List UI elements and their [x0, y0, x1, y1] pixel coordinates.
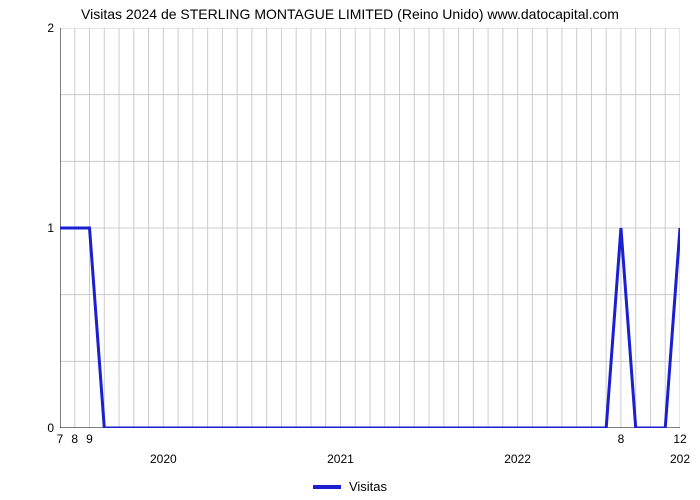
legend-label: Visitas [349, 479, 387, 494]
y-tick-label: 0 [0, 421, 54, 435]
x-tick-label: 8 [618, 432, 625, 446]
x-tick-label: 8 [71, 432, 78, 446]
chart-title: Visitas 2024 de STERLING MONTAGUE LIMITE… [0, 6, 700, 22]
legend-swatch [313, 485, 341, 489]
x-tick-label: 12 [673, 432, 686, 446]
x-year-label: 2020 [150, 452, 177, 466]
x-tick-label: 7 [57, 432, 64, 446]
line-chart: Visitas 2024 de STERLING MONTAGUE LIMITE… [0, 0, 700, 500]
plot-area [60, 28, 680, 428]
x-year-label: 202 [670, 452, 690, 466]
chart-svg [60, 28, 680, 428]
y-tick-label: 1 [0, 221, 54, 235]
x-tick-label: 9 [86, 432, 93, 446]
y-tick-label: 2 [0, 21, 54, 35]
x-year-label: 2022 [504, 452, 531, 466]
legend: Visitas [0, 479, 700, 494]
x-year-label: 2021 [327, 452, 354, 466]
